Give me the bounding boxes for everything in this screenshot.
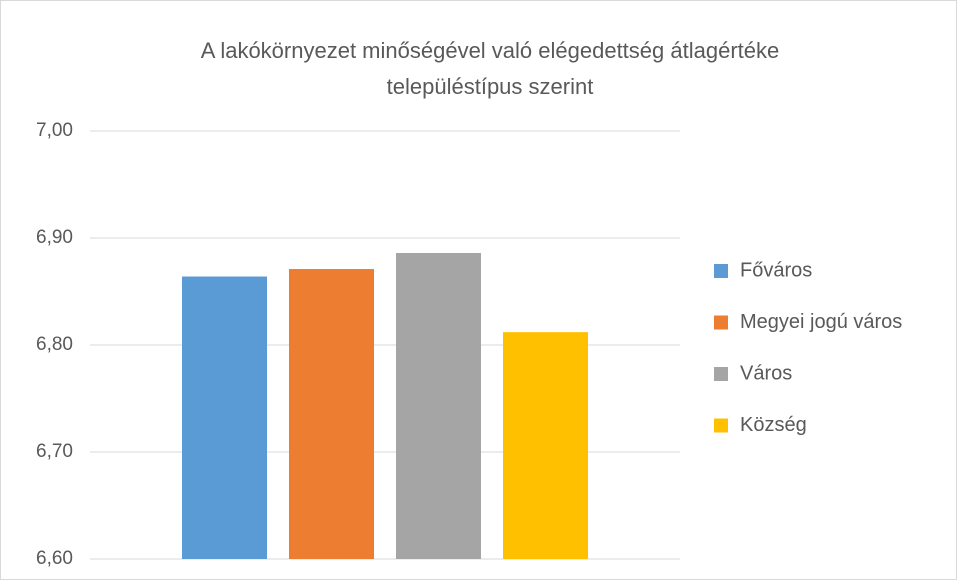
legend-swatch (714, 315, 728, 330)
y-tick-label: 6,80 (36, 334, 73, 355)
chart-title: településtípus szerint (387, 74, 594, 99)
legend-label: Város (740, 362, 792, 384)
legend-label: Megyei jogú város (740, 311, 902, 333)
legend-swatch (714, 367, 728, 381)
y-tick-label: 6,60 (36, 548, 73, 569)
legend-label: Község (740, 414, 807, 436)
y-tick-label: 6,70 (36, 441, 73, 462)
chart-title: A lakókörnyezet minőségével való elégede… (201, 38, 779, 63)
bar (182, 276, 267, 559)
y-tick-label: 7,00 (36, 120, 73, 141)
bar (289, 269, 374, 559)
bar (503, 332, 588, 559)
bar (396, 252, 481, 560)
y-tick-label: 6,90 (36, 227, 73, 248)
legend-swatch (714, 264, 728, 278)
legend-label: Főváros (740, 259, 812, 281)
legend-swatch (714, 418, 728, 433)
